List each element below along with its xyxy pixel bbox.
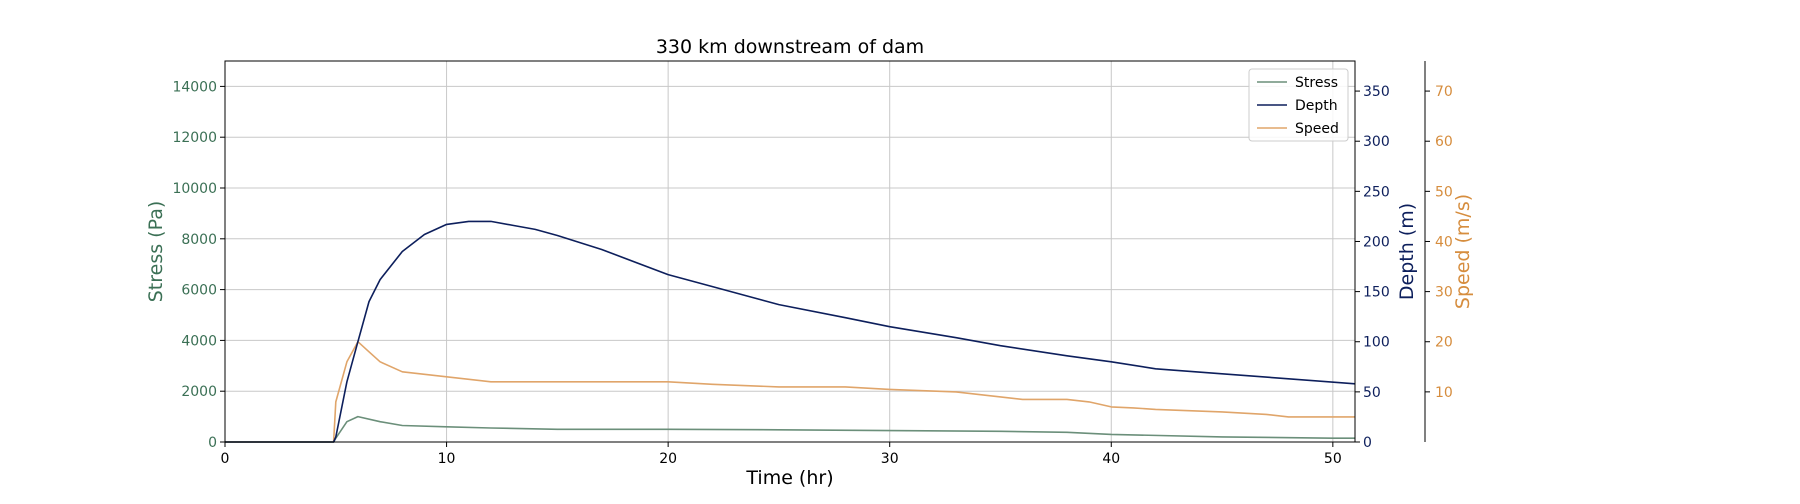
legend: Stress Depth Speed	[1248, 68, 1349, 142]
stress-tick-label: 10000	[172, 181, 217, 197]
grid	[224, 61, 1355, 443]
stress-tick-label: 2000	[181, 384, 217, 400]
legend-box	[1248, 68, 1349, 142]
speed-tick-label: 40	[1435, 234, 1453, 250]
depth-tick-label: 0	[1363, 435, 1372, 451]
speed-tick-label: 30	[1435, 285, 1453, 301]
depth-axis-label: Depth (m)	[1396, 203, 1418, 300]
chart-title: 330 km downstream of dam	[656, 36, 924, 58]
x-tick-label: 40	[1102, 451, 1120, 467]
speed-tick-label: 70	[1435, 84, 1453, 100]
stress-tick-label: 4000	[181, 333, 217, 349]
depth-tick-label: 50	[1363, 385, 1381, 401]
legend-label-speed: Speed	[1295, 121, 1339, 137]
speed-axis-label: Speed (m/s)	[1452, 194, 1474, 309]
speed-tick-label: 10	[1435, 385, 1453, 401]
stress-axis-label: Stress (Pa)	[145, 201, 167, 303]
depth-tick-label: 350	[1363, 84, 1390, 100]
depth-tick-label: 300	[1363, 134, 1390, 150]
series-line-depth	[225, 220, 1356, 443]
x-tick-label: 0	[221, 451, 230, 467]
legend-label-depth: Depth	[1295, 98, 1338, 114]
x-tick-label: 10	[438, 451, 456, 467]
stress-tick-label: 6000	[181, 283, 217, 299]
speed-tick-label: 20	[1435, 335, 1453, 351]
plot-frame	[224, 60, 1356, 443]
depth-tick-label: 250	[1363, 184, 1390, 200]
speed-tick-label: 60	[1435, 134, 1453, 150]
depth-tick-label: 200	[1363, 234, 1390, 250]
x-tick-label: 20	[659, 451, 677, 467]
stress-tick-label: 0	[208, 435, 217, 451]
series-line-speed	[225, 340, 1355, 443]
x-tick-label: 30	[881, 451, 899, 467]
legend-label-stress: Stress	[1295, 75, 1338, 91]
depth-tick-label: 150	[1363, 285, 1390, 301]
x-tick-label: 50	[1324, 451, 1342, 467]
series-layer	[225, 220, 1356, 443]
series-line-stress	[225, 415, 1355, 443]
stress-tick-label: 8000	[181, 232, 217, 248]
axes-layer: 0 10 20 30 40 5002000400060008000100001200014…	[145, 61, 1474, 467]
depth-tick-label: 100	[1363, 335, 1390, 351]
stress-tick-label: 12000	[172, 130, 217, 146]
stress-tick-label: 14000	[172, 79, 217, 95]
x-axis-label: Time (hr)	[745, 467, 833, 489]
speed-tick-label: 50	[1435, 184, 1453, 200]
